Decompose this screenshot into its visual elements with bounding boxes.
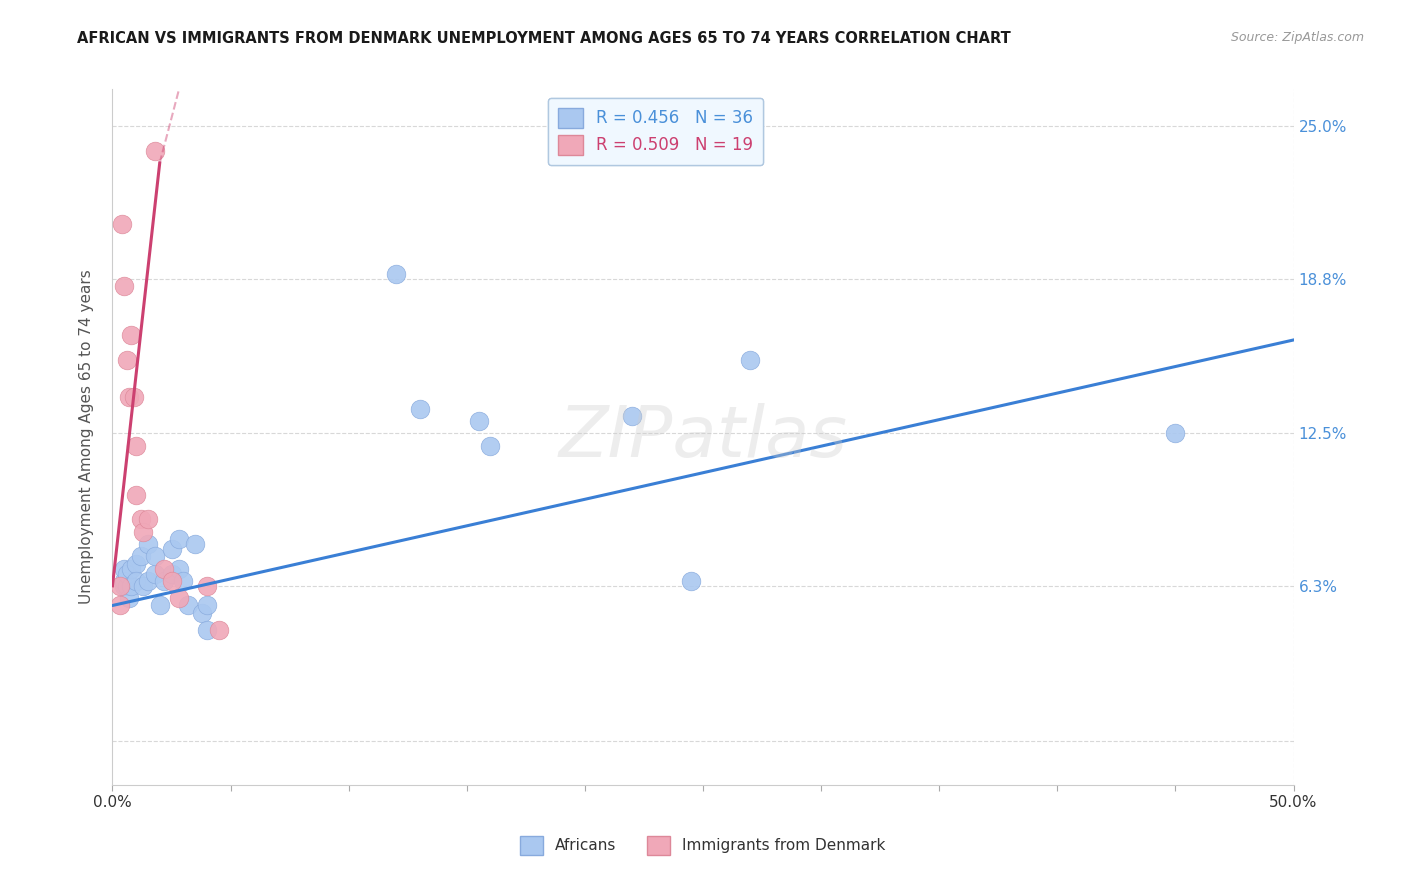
Point xyxy=(125,439,148,453)
Point xyxy=(153,574,176,588)
Point xyxy=(136,537,159,551)
Point xyxy=(125,574,148,588)
Point xyxy=(167,591,190,606)
Point xyxy=(160,541,183,556)
Point xyxy=(191,606,214,620)
Point xyxy=(167,561,190,575)
Point xyxy=(160,574,183,588)
Point xyxy=(408,401,430,416)
Point xyxy=(115,352,138,367)
Point xyxy=(195,599,218,613)
Point xyxy=(108,599,131,613)
Legend: Africans, Immigrants from Denmark: Africans, Immigrants from Denmark xyxy=(515,830,891,861)
Point xyxy=(112,561,135,575)
Point xyxy=(149,599,172,613)
Point xyxy=(112,579,135,593)
Point xyxy=(184,537,207,551)
Point xyxy=(195,579,218,593)
Point xyxy=(1164,426,1187,441)
Point xyxy=(681,574,703,588)
Point xyxy=(143,144,166,158)
Point xyxy=(122,390,145,404)
Text: ZIPatlas: ZIPatlas xyxy=(558,402,848,472)
Point xyxy=(467,414,489,428)
Point xyxy=(136,512,159,526)
Point xyxy=(143,549,166,564)
Point xyxy=(125,557,148,571)
Point xyxy=(136,574,159,588)
Point xyxy=(740,352,762,367)
Point xyxy=(129,549,152,564)
Point xyxy=(172,574,194,588)
Point xyxy=(132,579,155,593)
Point xyxy=(479,439,502,453)
Point xyxy=(118,390,141,404)
Point xyxy=(167,532,190,546)
Point xyxy=(143,566,166,581)
Point xyxy=(111,218,134,232)
Point xyxy=(120,561,142,575)
Y-axis label: Unemployment Among Ages 65 to 74 years: Unemployment Among Ages 65 to 74 years xyxy=(79,269,94,605)
Point xyxy=(120,579,142,593)
Point xyxy=(115,579,138,593)
Point xyxy=(112,574,135,588)
Text: AFRICAN VS IMMIGRANTS FROM DENMARK UNEMPLOYMENT AMONG AGES 65 TO 74 YEARS CORREL: AFRICAN VS IMMIGRANTS FROM DENMARK UNEMP… xyxy=(77,31,1011,46)
Point xyxy=(120,328,142,343)
Point xyxy=(621,409,644,424)
Point xyxy=(385,267,408,281)
Point xyxy=(129,512,152,526)
Point xyxy=(177,599,200,613)
Point xyxy=(132,524,155,539)
Point xyxy=(115,566,138,581)
Point xyxy=(153,561,176,575)
Text: Source: ZipAtlas.com: Source: ZipAtlas.com xyxy=(1230,31,1364,45)
Point xyxy=(195,623,218,637)
Point xyxy=(118,591,141,606)
Point xyxy=(108,579,131,593)
Point xyxy=(125,488,148,502)
Point xyxy=(160,566,183,581)
Point xyxy=(112,278,135,293)
Point xyxy=(208,623,231,637)
